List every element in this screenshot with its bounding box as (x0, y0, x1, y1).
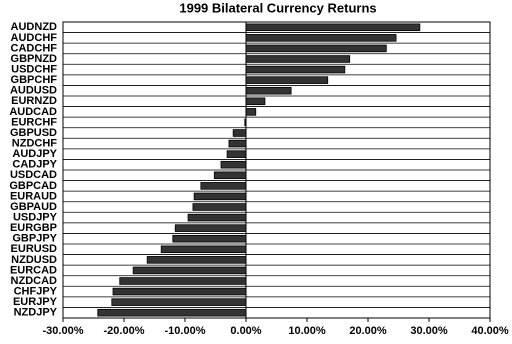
bar (160, 245, 247, 254)
y-tick-label: GBPNZD (11, 53, 58, 65)
y-tick-label: AUDCAD (9, 106, 57, 118)
y-tick-label: NZDJPY (14, 307, 58, 319)
x-tick-label: 30.00% (410, 325, 448, 337)
y-tick-label: AUDNZD (11, 21, 57, 33)
y-tick-label: NZDCAD (11, 275, 57, 287)
y-tick-label: GBPCHF (11, 74, 58, 86)
y-tick-label: USDJPY (13, 211, 58, 223)
bar (187, 213, 247, 222)
x-tick-label: -20.00% (104, 325, 145, 337)
x-tick-label: 20.00% (349, 325, 387, 337)
bar (97, 308, 247, 317)
x-tick-label: -30.00% (43, 325, 84, 337)
bar (213, 171, 247, 180)
bar (245, 97, 266, 106)
bar (245, 86, 292, 95)
x-tick-label: 10.00% (288, 325, 326, 337)
bar (245, 23, 421, 32)
y-tick-label: USDCAD (10, 169, 57, 181)
bar (119, 277, 247, 285)
y-tick-label: EURJPY (13, 296, 58, 308)
y-tick-label: CADCHF (11, 42, 58, 54)
y-tick-label: CADJPY (12, 159, 57, 171)
bar (245, 76, 329, 84)
y-tick-label: CHFJPY (14, 285, 58, 297)
bar (172, 234, 247, 243)
bar (245, 65, 346, 74)
y-tick-label: EURAUD (10, 190, 57, 202)
bar (146, 256, 247, 264)
y-tick-label: EURNZD (11, 95, 57, 107)
chart-title: 1999 Bilateral Currency Returns (179, 0, 376, 15)
bar (245, 34, 397, 42)
bar (111, 298, 247, 306)
bar (226, 150, 247, 158)
bar (200, 182, 247, 190)
y-tick-label: EURUSD (11, 243, 58, 255)
y-tick-label: GBPAUD (10, 201, 57, 213)
y-tick-label: AUDUSD (10, 85, 57, 97)
bar (245, 55, 351, 63)
x-tick-label: 40.00% (471, 325, 509, 337)
y-tick-label: USDCHF (11, 63, 57, 75)
y-tick-label: EURGBP (10, 222, 57, 234)
bar (228, 139, 247, 148)
y-tick-label: GBPCAD (9, 180, 57, 192)
bar (112, 287, 247, 296)
bar (174, 224, 247, 232)
bar (193, 192, 247, 201)
x-tick-label: -10.00% (165, 325, 206, 337)
y-tick-label: EURCAD (10, 264, 57, 276)
y-tick-label: AUDCHF (11, 32, 58, 44)
y-tick-label: NZDCHF (12, 137, 57, 149)
y-tick-label: NZDUSD (11, 254, 57, 266)
bar (232, 129, 247, 137)
bar (245, 108, 257, 116)
bar (132, 266, 247, 275)
bar (192, 203, 247, 211)
y-tick-label: GBPUSD (10, 127, 57, 139)
bar (245, 44, 387, 53)
y-tick-label: EURCHF (11, 116, 57, 128)
y-tick-label: AUDJPY (12, 148, 57, 160)
x-tick-label: 0.00% (230, 325, 261, 337)
y-tick-label: GBPJPY (12, 233, 57, 245)
bar (220, 160, 247, 169)
